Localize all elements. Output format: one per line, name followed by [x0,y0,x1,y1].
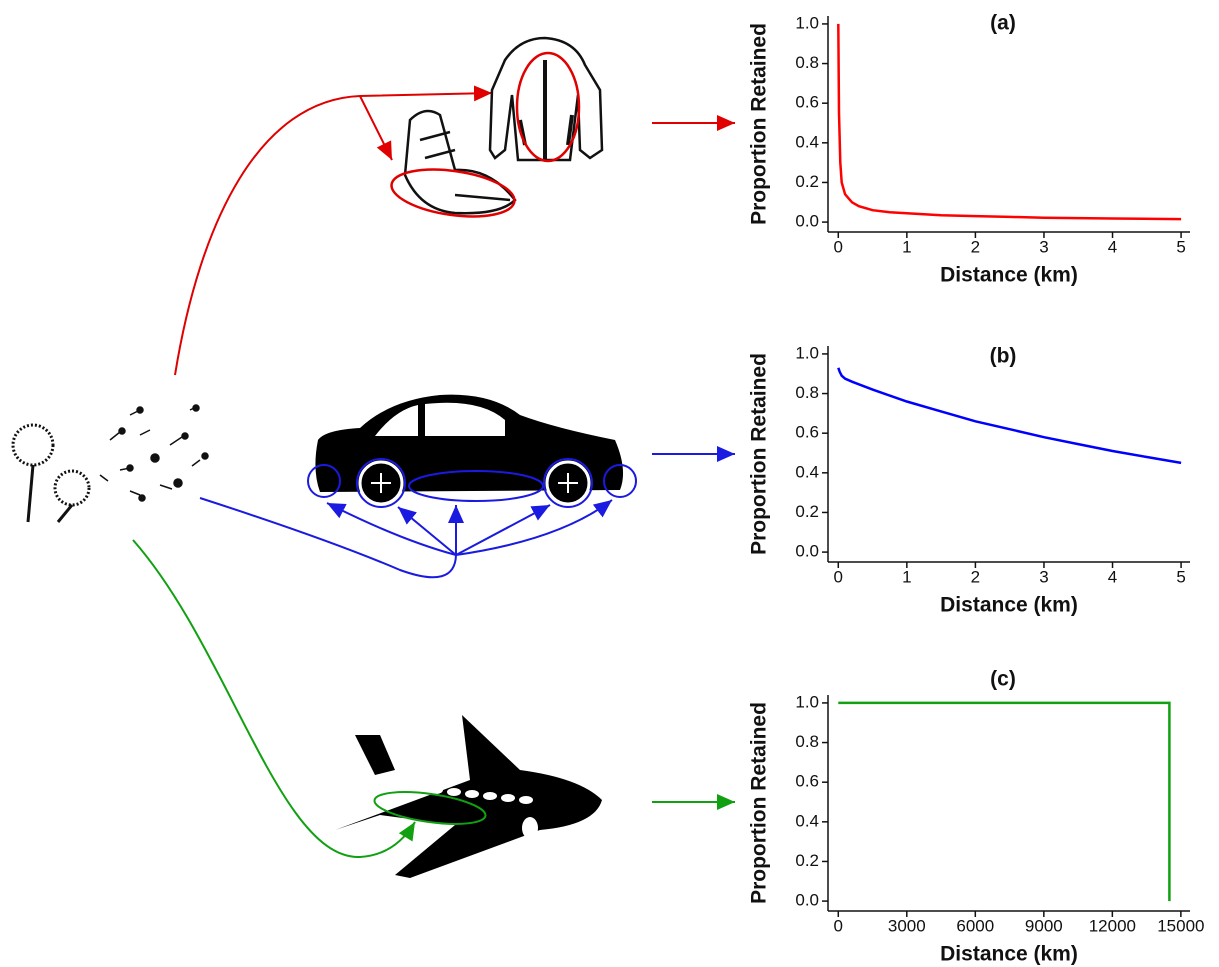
chart-title: (b) [990,345,1017,368]
y-tick-label: 0.8 [795,383,819,402]
x-tick-label: 5 [1176,237,1185,256]
vehicle-pathway [200,395,735,578]
y-tick-label: 0.2 [795,502,819,521]
x-tick-label: 9000 [1025,916,1063,935]
figure: 0.0 0.2 0.4 0.6 0.8 1.0 0 1 2 3 4 5 Distance (km) Pro… [0,0,1219,967]
y-tick-label: 0.6 [795,93,819,112]
x-tick-label: 4 [1108,237,1117,256]
y-tick-label: 0.4 [795,132,819,151]
x-tick-label: 0 [834,567,843,586]
x-tick-label: 1 [902,567,911,586]
y-tick-label: 0.6 [795,423,819,442]
y-axis-title: Proportion Retained [748,23,771,225]
y-tick-label: 0.0 [795,891,819,910]
y-tick-label: 0.4 [795,462,819,481]
y-tick-label: 0.0 [795,212,819,231]
x-tick-label: 0 [834,916,843,935]
y-tick-label: 1.0 [795,343,819,362]
x-tick-label: 2 [971,237,980,256]
y-tick-label: 0.2 [795,851,819,870]
chart-title: (a) [990,12,1016,35]
x-tick-label: 1 [902,237,911,256]
y-tick-label: 0.6 [795,772,819,791]
y-tick-label: 0.0 [795,542,819,561]
x-axis-title: Distance (km) [940,264,1078,287]
x-axis-title: Distance (km) [940,943,1078,966]
y-tick-label: 1.0 [795,692,819,711]
y-axis-title: Proportion Retained [748,353,771,555]
data-line [838,24,1181,219]
x-tick-label: 3 [1039,567,1048,586]
y-tick-label: 0.8 [795,53,819,72]
y-tick-label: 0.8 [795,732,819,751]
x-tick-label: 4 [1108,567,1117,586]
pedestrian-pathway [175,38,735,375]
x-tick-label: 15000 [1157,916,1204,935]
aircraft-pathway [133,540,735,878]
chart-title: (c) [990,668,1016,691]
x-axis-title: Distance (km) [940,594,1078,617]
data-line [838,368,1181,463]
x-tick-label: 12000 [1089,916,1136,935]
dandelion-illustration [13,405,208,522]
x-tick-label: 3 [1039,237,1048,256]
x-tick-label: 2 [971,567,980,586]
x-tick-label: 0 [834,237,843,256]
x-tick-label: 6000 [956,916,994,935]
y-tick-label: 0.4 [795,811,819,830]
x-tick-label: 5 [1176,567,1185,586]
y-tick-label: 1.0 [795,13,819,32]
data-line [838,703,1169,901]
y-axis-title: Proportion Retained [748,702,771,904]
x-tick-label: 3000 [888,916,926,935]
y-tick-label: 0.2 [795,172,819,191]
